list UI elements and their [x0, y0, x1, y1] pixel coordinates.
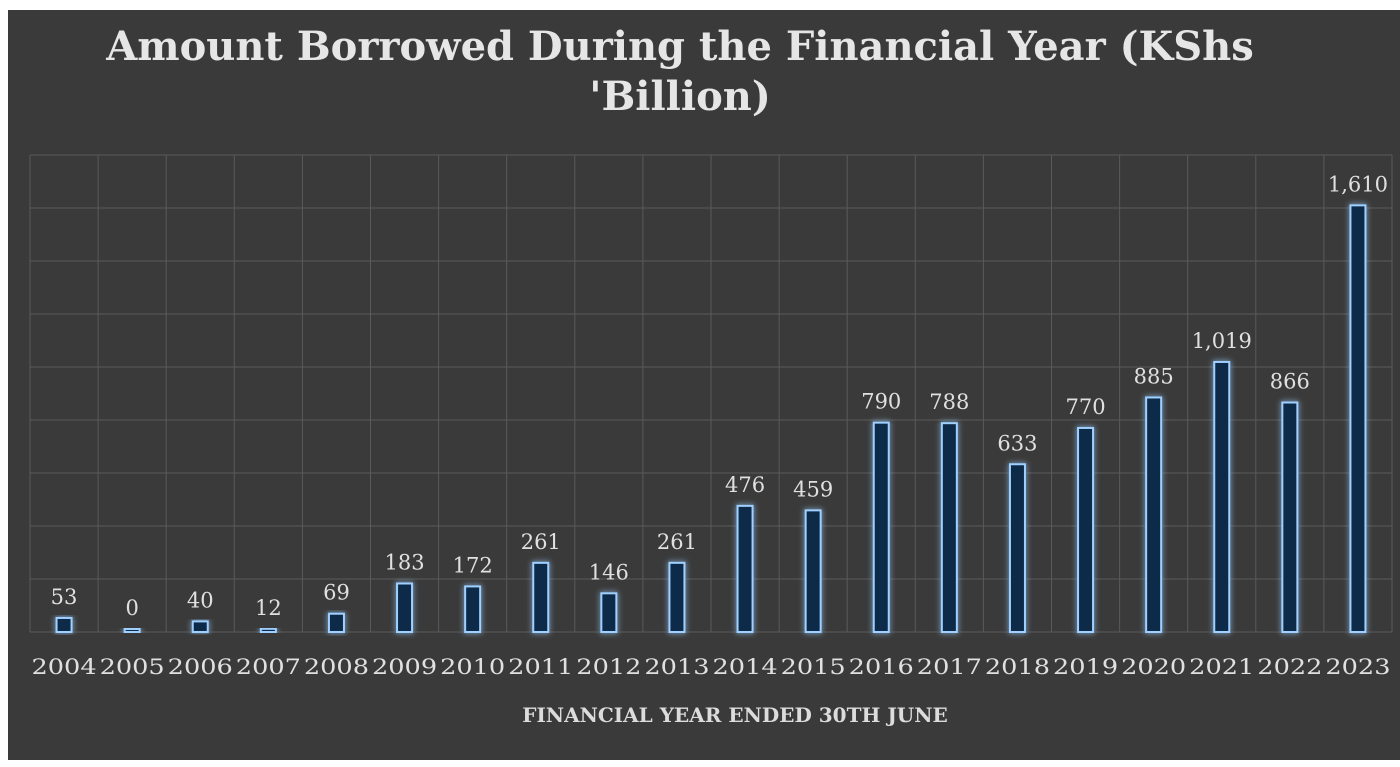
bar-2010	[464, 585, 482, 633]
data-label-2006: 40	[187, 588, 214, 612]
x-tick-2012: 2012	[576, 655, 641, 679]
data-label-2004: 53	[51, 585, 78, 609]
x-tick-2004: 2004	[32, 655, 97, 679]
bar-2021	[1213, 360, 1231, 633]
data-label-2008: 69	[323, 581, 350, 605]
x-tick-2014: 2014	[713, 655, 778, 679]
data-label-2023: 1,610	[1328, 172, 1388, 196]
bar-2019	[1077, 426, 1095, 634]
bar-2017	[940, 422, 958, 633]
data-label-2017: 788	[929, 390, 969, 414]
bar-2023	[1349, 204, 1367, 633]
x-tick-2008: 2008	[304, 655, 369, 679]
data-label-2019: 770	[1066, 395, 1106, 419]
bar-2018	[1008, 463, 1026, 633]
bar-2014	[736, 504, 754, 633]
bar-2011	[532, 561, 550, 634]
chart-panel	[8, 10, 1400, 760]
x-tick-2017: 2017	[917, 655, 982, 679]
data-label-2016: 790	[861, 390, 901, 414]
grid-lines	[29, 154, 1393, 633]
bar-2013	[668, 561, 686, 634]
x-tick-2006: 2006	[168, 655, 233, 679]
x-tick-2009: 2009	[372, 655, 437, 679]
data-label-2009: 183	[385, 551, 425, 575]
data-labels: 53 0 40 12 69 183 172 261 146 261 476 459 790 788 633 7…	[51, 172, 1388, 620]
x-tick-2023: 2023	[1325, 655, 1390, 679]
data-label-2013: 261	[657, 530, 697, 554]
x-tick-labels: 2004 2005 2006 2007 2008 2009 2010 2011 2012 2013…	[32, 655, 1391, 679]
chart-title: Amount Borrowed During the Financial Yea…	[0, 22, 1360, 122]
data-label-2014: 476	[725, 473, 765, 497]
chart-title-line-2: 'Billion)	[589, 73, 771, 120]
bar-2015	[804, 509, 822, 633]
data-label-2018: 633	[997, 431, 1037, 455]
data-label-2020: 885	[1134, 364, 1174, 388]
data-label-2012: 146	[589, 560, 629, 584]
data-label-2005: 0	[125, 596, 138, 620]
x-tick-2022: 2022	[1257, 655, 1322, 679]
bar-2009	[396, 582, 414, 634]
x-tick-2007: 2007	[236, 655, 301, 679]
data-label-2022: 866	[1270, 370, 1310, 394]
x-tick-2021: 2021	[1189, 655, 1254, 679]
x-tick-2005: 2005	[100, 655, 165, 679]
bar-2022	[1281, 401, 1299, 634]
bar-2012	[600, 592, 618, 633]
data-label-2015: 459	[793, 477, 833, 501]
bar-2020	[1145, 396, 1163, 633]
bar-2004	[55, 616, 73, 634]
x-axis-label: FINANCIAL YEAR ENDED 30TH JUNE	[522, 703, 948, 727]
data-label-2007: 12	[255, 596, 282, 620]
x-tick-2016: 2016	[849, 655, 914, 679]
x-tick-2010: 2010	[440, 655, 505, 679]
x-tick-2018: 2018	[985, 655, 1050, 679]
bar-2008	[327, 612, 345, 634]
x-tick-2020: 2020	[1121, 655, 1186, 679]
bar-2007	[259, 627, 277, 634]
bar-2006	[191, 620, 209, 634]
x-tick-2013: 2013	[644, 655, 709, 679]
data-label-2010: 172	[453, 553, 493, 577]
data-label-2011: 261	[521, 530, 561, 554]
x-tick-2011: 2011	[508, 655, 573, 679]
x-tick-2019: 2019	[1053, 655, 1118, 679]
x-tick-2015: 2015	[781, 655, 846, 679]
data-label-2021: 1,019	[1192, 329, 1252, 353]
bar-2016	[872, 421, 890, 633]
chart-title-line-1: Amount Borrowed During the Financial Yea…	[106, 23, 1254, 70]
bars	[55, 204, 1367, 634]
bar-2005	[123, 628, 141, 633]
